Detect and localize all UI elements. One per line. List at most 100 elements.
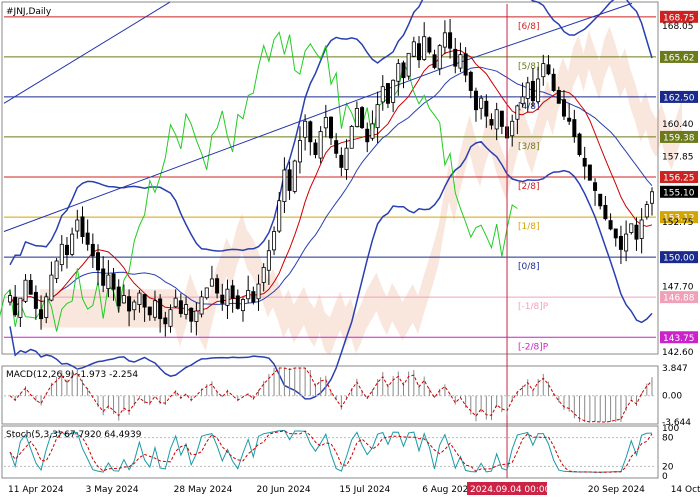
candle-body-92: [484, 100, 489, 117]
candle-body-80: [422, 36, 427, 60]
candle-body-68: [360, 107, 365, 129]
candle-body-70: [370, 123, 375, 139]
candle-body-106: [556, 89, 561, 104]
macd-layer: 3.847 0.00 -3.644: [4, 364, 691, 428]
candle-body-35: [189, 307, 194, 322]
stoch-d-line: [9, 430, 653, 473]
candle-body-49: [261, 267, 266, 283]
candle-body-41: [220, 294, 225, 304]
price-tick-4: 147.70: [662, 283, 694, 293]
candle-body-113: [593, 182, 598, 191]
candle-body-48: [256, 283, 261, 300]
stoch-tick-3: 0: [662, 472, 668, 482]
candle-body-4: [28, 279, 33, 295]
main-price-panel: [1, 1, 659, 355]
candle-body-57: [303, 120, 308, 138]
moving-average: [9, 49, 653, 313]
candle-body-24: [132, 301, 137, 311]
x-label-3: 20 Jun 2024: [257, 485, 311, 495]
candle-body-14: [80, 216, 85, 238]
candle-body-84: [442, 32, 447, 48]
candle-body-51: [272, 231, 277, 251]
candle-body-21: [116, 286, 121, 307]
candle-body-44: [235, 295, 240, 309]
murrey-label-6: [0/8]: [518, 262, 540, 272]
candle-body-50: [266, 250, 271, 271]
candle-body-116: [608, 220, 613, 230]
candle-body-98: [515, 105, 520, 120]
candle-body-33: [178, 300, 183, 314]
candle-body-81: [427, 37, 432, 53]
candle-body-76: [401, 62, 406, 79]
macd-tick-1: 0.00: [662, 392, 682, 402]
macd-panel: [1, 365, 659, 425]
candle-body-93: [489, 119, 494, 126]
candle-body-100: [525, 82, 530, 99]
current-price-tag: [660, 185, 698, 198]
candle-body-34: [184, 304, 189, 315]
candle-body-52: [277, 200, 282, 232]
candle-body-7: [44, 296, 49, 319]
candle-body-65: [344, 147, 349, 171]
candle-body-85: [448, 32, 453, 49]
macd-tick-2: -3.644: [662, 418, 691, 428]
stoch-tick-0: 100: [662, 424, 679, 434]
candle-body-8: [49, 274, 54, 301]
candle-body-12: [70, 233, 75, 255]
candle-body-103: [541, 63, 546, 78]
murrey-price-tag-7: [660, 291, 698, 304]
candle-body-11: [64, 244, 69, 255]
price-tick-0: 168.05: [662, 22, 694, 32]
candle-body-32: [173, 297, 178, 308]
x-label-8: 14 Oct 2024: [671, 485, 700, 495]
candle-body-10: [59, 243, 64, 266]
murrey-label-8: [-2/8]P: [518, 342, 549, 352]
price-tick-2: 157.85: [662, 153, 694, 163]
murrey-label-4: [2/8]: [518, 182, 540, 192]
candle-body-42: [225, 288, 230, 306]
murrey-price-tag-1: [660, 50, 698, 63]
candle-body-2: [18, 297, 23, 318]
candle-body-56: [297, 140, 302, 163]
chart-title: #JNJ,Daily: [6, 7, 52, 17]
candle-body-0: [7, 295, 12, 303]
x-label-1: 3 May 2024: [86, 485, 139, 495]
candle-body-45: [240, 299, 245, 312]
candle-body-109: [572, 119, 577, 138]
candle-body-27: [147, 306, 152, 316]
macd-label: MACD(12,26,9) -1.973 -2.254: [6, 370, 138, 380]
x-label-highlight-bg-6: [467, 482, 548, 495]
murrey-price-tag-text-5: 153.12: [663, 214, 695, 224]
candle-body-54: [287, 169, 292, 191]
candle-body-122: [639, 219, 644, 239]
murrey-label-3: [3/8]: [518, 142, 540, 152]
price-tick-5: 142.60: [662, 348, 694, 358]
candle-body-39: [209, 278, 214, 287]
candle-body-94: [494, 109, 499, 130]
trendline-mid-ext: [444, 2, 633, 68]
candle-body-88: [463, 53, 468, 76]
candle-body-5: [33, 291, 38, 309]
candle-body-22: [121, 295, 126, 304]
candle-body-6: [39, 309, 44, 320]
stoch-tick-2: 20: [662, 462, 674, 472]
murrey-label-0: [6/8]: [518, 22, 540, 32]
candle-body-89: [468, 71, 473, 91]
candle-body-64: [339, 154, 344, 168]
x-label-6: 2024.09.04 00:00: [470, 485, 551, 495]
bollinger-middle: [9, 66, 653, 306]
candle-body-26: [142, 294, 147, 308]
candle-body-97: [510, 120, 515, 137]
candle-body-36: [194, 310, 199, 322]
candle-body-71: [375, 104, 380, 129]
candle-body-119: [624, 233, 629, 252]
candle-body-99: [520, 96, 525, 105]
candle-body-23: [127, 296, 132, 312]
murrey-price-tag-text-1: 165.62: [663, 53, 695, 63]
candle-body-83: [437, 45, 442, 70]
candle-body-20: [111, 273, 116, 290]
murrey-price-tag-text-2: 162.50: [663, 93, 695, 103]
candle-body-58: [308, 121, 313, 143]
candle-body-105: [551, 73, 556, 91]
